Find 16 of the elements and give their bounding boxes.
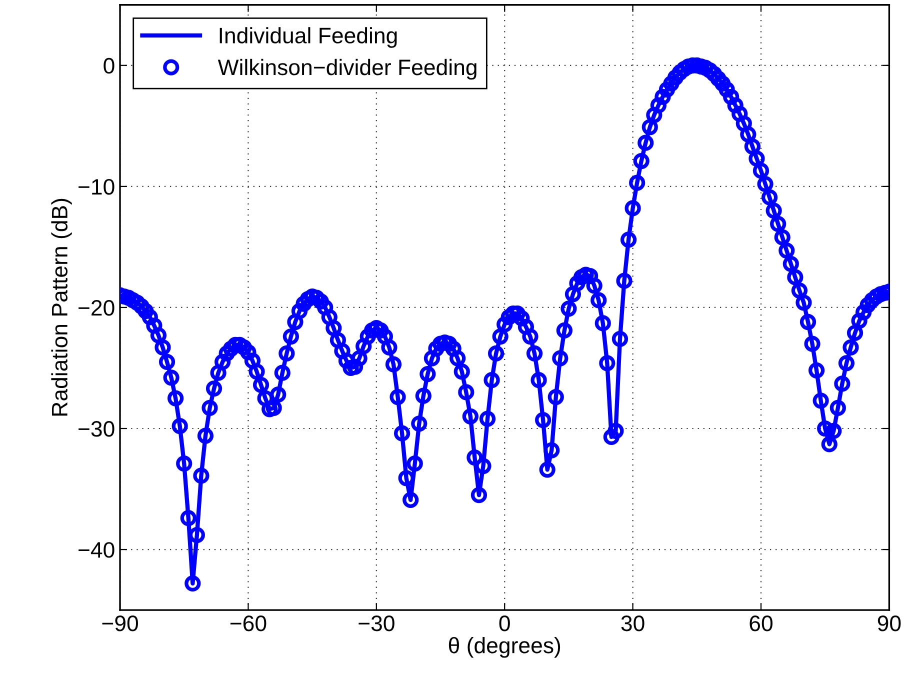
- y-axis-title: Radiation Pattern (dB): [51, 198, 72, 416]
- x-tick-label: −90: [102, 616, 138, 632]
- x-tick-label: 30: [621, 616, 644, 632]
- y-tick-label: −10: [78, 178, 114, 195]
- x-tick-label: 90: [878, 616, 901, 632]
- legend-label: Wilkinson−divider Feeding: [218, 58, 476, 80]
- x-tick-label: −60: [230, 616, 266, 632]
- y-tick-label: −30: [78, 421, 114, 437]
- x-axis-title: θ (degrees): [448, 637, 560, 658]
- x-tick-label: −30: [358, 616, 394, 632]
- x-tick-label: 60: [750, 616, 772, 632]
- y-tick-label: −20: [78, 300, 114, 316]
- legend-label: Individual Feeding: [220, 27, 397, 48]
- x-tick-label: 0: [499, 616, 510, 632]
- y-tick-label: 0: [104, 58, 114, 74]
- y-tick-label: −40: [78, 542, 114, 558]
